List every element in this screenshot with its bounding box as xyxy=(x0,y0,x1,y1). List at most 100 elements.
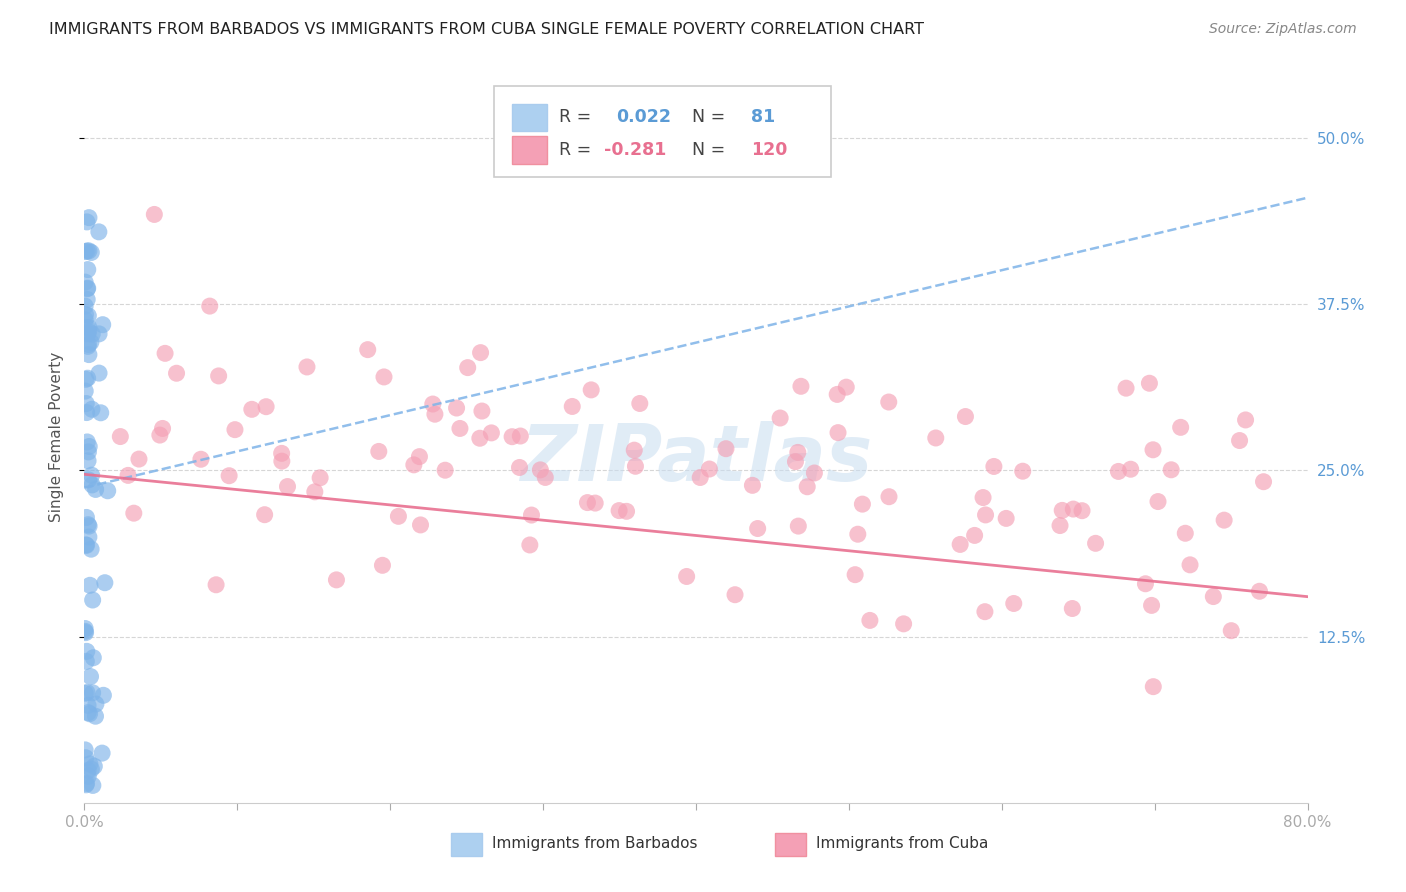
Point xyxy=(1202,590,1225,604)
Text: Immigrants from Cuba: Immigrants from Cuba xyxy=(815,836,988,851)
Text: N =: N = xyxy=(682,141,731,160)
Point xyxy=(77,517,100,532)
Point xyxy=(1147,494,1170,508)
Point xyxy=(509,429,531,443)
Point xyxy=(270,454,292,468)
Point xyxy=(128,452,150,467)
Point xyxy=(457,360,479,375)
Text: 120: 120 xyxy=(751,141,787,160)
Point xyxy=(995,511,1018,525)
Point xyxy=(90,406,112,420)
Point xyxy=(616,504,638,518)
Point xyxy=(77,320,100,334)
Point xyxy=(149,428,172,442)
Text: R =: R = xyxy=(560,109,596,127)
Point xyxy=(825,387,848,401)
Point xyxy=(1071,504,1094,518)
Point xyxy=(77,348,100,362)
Point xyxy=(218,468,240,483)
Point xyxy=(270,446,292,460)
Point xyxy=(509,460,531,475)
Point xyxy=(408,450,430,464)
Point xyxy=(796,480,818,494)
FancyBboxPatch shape xyxy=(451,833,482,856)
Point xyxy=(83,759,105,773)
Point xyxy=(75,308,97,322)
Point xyxy=(689,470,711,484)
Point xyxy=(623,443,645,458)
Point xyxy=(143,207,166,221)
Text: 0.022: 0.022 xyxy=(616,109,672,127)
Point xyxy=(198,299,221,313)
Point xyxy=(76,281,98,295)
Point xyxy=(357,343,380,357)
Point xyxy=(519,538,541,552)
Point xyxy=(1178,558,1201,572)
Point xyxy=(84,483,107,497)
Point xyxy=(80,402,103,417)
Text: 81: 81 xyxy=(751,109,775,127)
Point xyxy=(1160,463,1182,477)
Point xyxy=(893,616,915,631)
Point xyxy=(208,368,231,383)
Point xyxy=(77,530,100,544)
Point xyxy=(1115,381,1137,395)
FancyBboxPatch shape xyxy=(513,136,547,164)
Point xyxy=(87,225,110,239)
Point xyxy=(75,244,97,259)
Text: N =: N = xyxy=(682,109,731,127)
Point xyxy=(224,423,246,437)
Point xyxy=(786,445,808,459)
Point xyxy=(470,345,492,359)
Point xyxy=(1135,576,1157,591)
Point xyxy=(1002,597,1025,611)
Point xyxy=(785,455,807,469)
Point xyxy=(76,538,98,552)
Point xyxy=(75,778,97,792)
Point xyxy=(409,517,432,532)
Point xyxy=(423,407,446,421)
Point xyxy=(787,519,810,533)
Point xyxy=(75,743,97,757)
Point xyxy=(82,686,104,700)
Point xyxy=(373,370,395,384)
Point xyxy=(520,508,543,522)
Point xyxy=(117,468,139,483)
Point xyxy=(501,430,523,444)
Point xyxy=(1213,513,1236,527)
Point xyxy=(91,318,114,332)
Point xyxy=(75,313,97,327)
Point xyxy=(1139,376,1161,391)
Point xyxy=(449,421,471,435)
Point xyxy=(607,503,630,517)
Point xyxy=(77,706,100,720)
Point xyxy=(84,709,107,723)
Point xyxy=(76,244,98,258)
Point xyxy=(75,372,97,386)
Point xyxy=(75,625,97,640)
FancyBboxPatch shape xyxy=(776,833,806,856)
Point xyxy=(91,746,114,760)
Point xyxy=(859,614,882,628)
Point xyxy=(80,335,103,350)
Point xyxy=(1253,475,1275,489)
Point xyxy=(82,327,104,342)
Point xyxy=(77,769,100,783)
Point xyxy=(122,506,145,520)
Point xyxy=(76,406,98,420)
Point xyxy=(75,654,97,668)
Point xyxy=(76,282,98,296)
Point xyxy=(94,575,117,590)
Point xyxy=(724,588,747,602)
Point xyxy=(75,384,97,398)
Point xyxy=(75,299,97,313)
Point xyxy=(79,669,101,683)
Point xyxy=(80,468,103,483)
Text: R =: R = xyxy=(560,141,596,160)
Point xyxy=(240,402,263,417)
Point xyxy=(422,397,444,411)
Point xyxy=(77,244,100,258)
Point xyxy=(77,211,100,225)
Point xyxy=(75,624,97,639)
Point xyxy=(76,776,98,790)
